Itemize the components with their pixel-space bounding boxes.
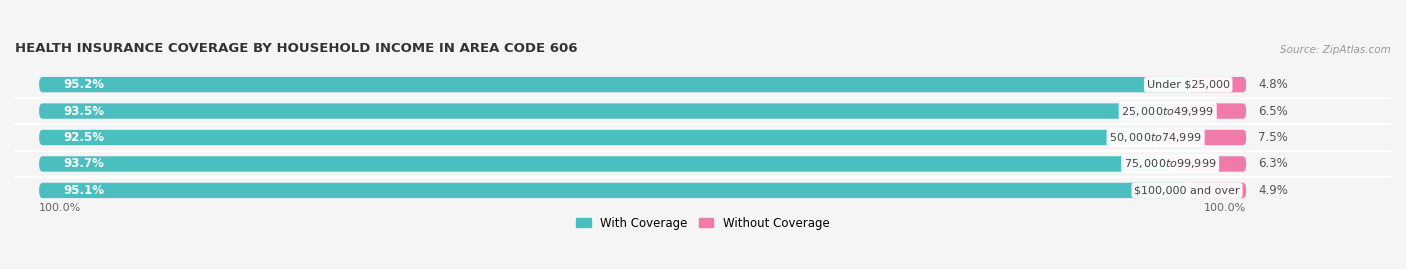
Text: 7.5%: 7.5% <box>1258 131 1288 144</box>
Text: $25,000 to $49,999: $25,000 to $49,999 <box>1122 105 1213 118</box>
FancyBboxPatch shape <box>39 156 1246 172</box>
Text: $50,000 to $74,999: $50,000 to $74,999 <box>1109 131 1202 144</box>
FancyBboxPatch shape <box>39 77 1188 92</box>
Text: 6.3%: 6.3% <box>1258 157 1288 171</box>
Text: 6.5%: 6.5% <box>1258 105 1288 118</box>
Text: $100,000 and over: $100,000 and over <box>1135 185 1240 196</box>
Text: 100.0%: 100.0% <box>39 203 82 213</box>
Text: 95.2%: 95.2% <box>63 78 104 91</box>
FancyBboxPatch shape <box>39 183 1187 198</box>
Text: Source: ZipAtlas.com: Source: ZipAtlas.com <box>1281 45 1391 55</box>
FancyBboxPatch shape <box>39 130 1246 145</box>
Text: Under $25,000: Under $25,000 <box>1147 80 1230 90</box>
Legend: With Coverage, Without Coverage: With Coverage, Without Coverage <box>572 212 834 235</box>
FancyBboxPatch shape <box>39 103 1168 119</box>
Text: 95.1%: 95.1% <box>63 184 104 197</box>
Text: $75,000 to $99,999: $75,000 to $99,999 <box>1123 157 1216 171</box>
FancyBboxPatch shape <box>1187 183 1246 198</box>
FancyBboxPatch shape <box>1156 130 1246 145</box>
FancyBboxPatch shape <box>39 130 1156 145</box>
FancyBboxPatch shape <box>39 103 1246 119</box>
Text: HEALTH INSURANCE COVERAGE BY HOUSEHOLD INCOME IN AREA CODE 606: HEALTH INSURANCE COVERAGE BY HOUSEHOLD I… <box>15 42 578 55</box>
FancyBboxPatch shape <box>39 183 1246 198</box>
Text: 100.0%: 100.0% <box>1204 203 1246 213</box>
FancyBboxPatch shape <box>1170 156 1246 172</box>
FancyBboxPatch shape <box>1188 77 1246 92</box>
FancyBboxPatch shape <box>39 156 1170 172</box>
FancyBboxPatch shape <box>1168 103 1246 119</box>
Text: 93.5%: 93.5% <box>63 105 104 118</box>
Text: 93.7%: 93.7% <box>63 157 104 171</box>
Text: 4.8%: 4.8% <box>1258 78 1288 91</box>
FancyBboxPatch shape <box>39 77 1246 92</box>
Text: 4.9%: 4.9% <box>1258 184 1288 197</box>
Text: 92.5%: 92.5% <box>63 131 104 144</box>
